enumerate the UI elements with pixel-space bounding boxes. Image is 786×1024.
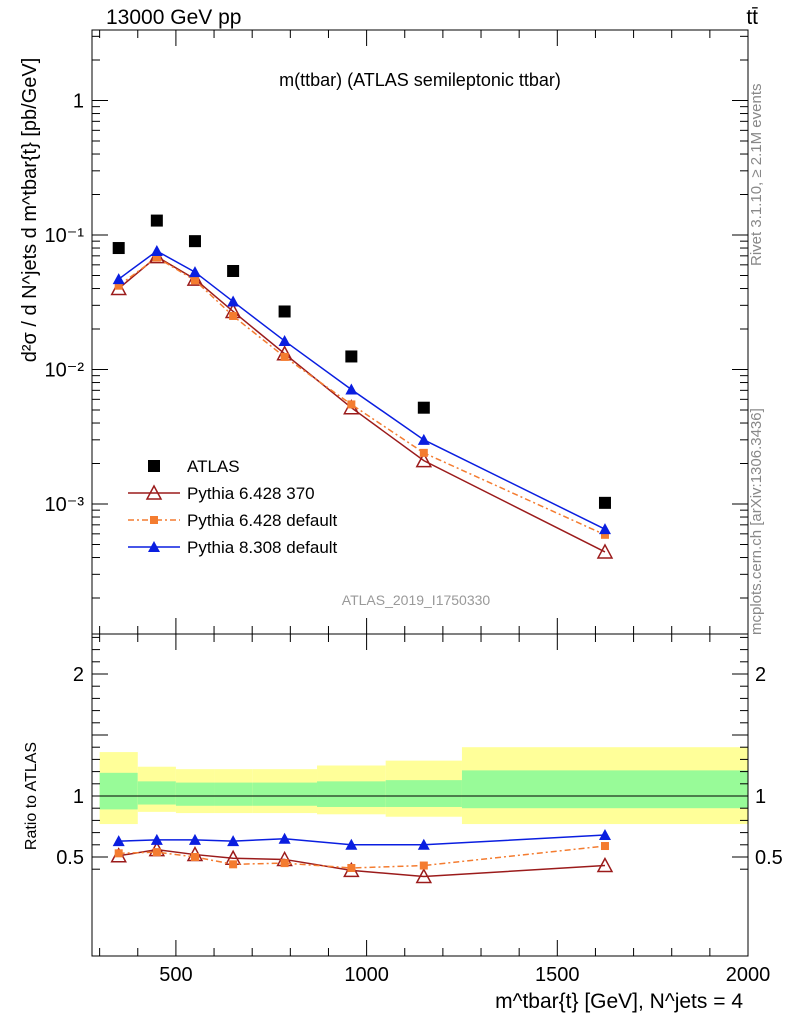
data-point-pythia8-default [345,383,358,395]
x-tick-label: 2000 [726,964,771,986]
data-point-pythia8-default [598,523,611,535]
legend-marker-atlas [148,460,160,472]
data-point-pythia6-default [152,253,161,262]
data-point-atlas [598,496,611,509]
data-point-pythia8-default [188,266,201,278]
ratio-band-inner [175,782,215,806]
x-tick-label: 1000 [344,964,389,986]
ratio-point-pythia6-default [229,860,238,869]
series-line-pythia6-370 [118,255,606,553]
ratio-point-pythia8-default [112,835,125,847]
ratio-y-axis-title: Ratio to ATLAS [23,742,40,850]
legend-label-pythia8-default: Pythia 8.308 default [187,538,338,557]
data-point-pythia8-default [112,273,125,285]
ratio-line-pythia6-370 [118,848,606,878]
series-line-pythia6-default [118,256,606,536]
series-line-pythia8-default [118,250,606,530]
ratio-band-inner [461,770,748,809]
ratio-point-pythia8-default [227,835,240,847]
data-point-pythia8-default [227,295,240,307]
ratio-band-inner [214,782,253,806]
ratio-line-pythia8-default [118,834,606,846]
data-point-pythia6-default [347,400,356,409]
y-tick-label: 1 [73,91,84,113]
ratio-point-pythia6-370 [415,867,433,884]
x-tick-label: 1500 [535,964,580,986]
analysis-watermark: ATLAS_2019_I1750330 [342,592,491,608]
legend-label-pythia6-370: Pythia 6.428 370 [187,484,315,503]
data-point-atlas [345,350,358,363]
ratio-y-tick-label-right: 1 [755,786,766,808]
legend-marker-pythia6-default [150,516,158,524]
ratio-y-tick-label-left: 2 [73,664,84,686]
legend-label-pythia6-default: Pythia 6.428 default [187,511,338,530]
ratio-point-pythia8-default [188,833,201,845]
legend-marker-pythia6-370 [145,484,163,500]
data-point-pythia6-default [419,448,428,457]
data-point-atlas [417,401,430,414]
data-point-pythia6-370 [596,543,614,559]
legend-marker-pythia8-default [148,541,160,552]
lower-plot-frame [91,633,749,957]
data-point-pythia6-default [280,352,289,361]
data-point-pythia8-default [417,433,430,445]
ratio-point-pythia8-default [278,832,291,844]
y-axis-title: d²σ / d N^jets d m^tbar{t} [pb/GeV] [19,58,41,363]
ratio-line-pythia6-default [118,845,606,869]
data-point-atlas [188,235,201,248]
header-process-label: 13000 GeV pp [106,6,242,29]
data-point-atlas [227,264,240,277]
ratio-point-pythia6-default [114,849,123,858]
ratio-y-tick-label-right: 0.5 [755,847,783,869]
y-tick-label: 10⁻¹ [45,225,85,247]
ratio-point-pythia6-default [152,848,161,857]
ratio-point-pythia8-default [417,838,430,850]
data-point-pythia8-default [278,334,291,346]
ratio-band-inner [137,781,176,805]
ratio-point-pythia8-default [345,838,358,850]
ratio-point-pythia8-default [150,833,163,845]
ratio-point-pythia6-default [600,842,609,851]
ratio-y-tick-label-left: 0.5 [56,847,84,869]
header-ttbar-label: tt̄ [746,6,758,29]
data-point-pythia6-default [600,530,609,539]
ratio-point-pythia6-default [190,853,199,861]
data-point-atlas [150,214,163,227]
ratio-y-tick-label-right: 2 [755,664,766,686]
data-point-atlas [112,242,125,255]
ratio-band-inner [317,781,386,807]
x-axis-title: m^tbar{t} [GeV], N^jets = 4 [495,990,743,1013]
legend-label-atlas: ATLAS [187,457,240,476]
ratio-y-tick-label-left: 1 [73,786,84,808]
plot-title: m(ttbar) (ATLAS semileptonic ttbar) [279,70,561,90]
ratio-band-inner [99,772,138,810]
data-point-pythia8-default [150,245,163,257]
y-tick-label: 10⁻² [45,360,85,382]
ratio-point-pythia6-default [347,863,356,872]
data-point-pythia6-default [229,311,238,320]
data-point-pythia6-default [190,276,199,285]
ratio-point-pythia6-370 [596,856,614,873]
data-point-atlas [278,305,291,318]
data-point-pythia6-default [114,281,123,290]
ratio-point-pythia6-default [419,861,428,870]
ratio-band-inner [252,782,318,806]
ratio-band-inner [385,780,462,807]
x-tick-label: 500 [159,964,192,986]
ratio-point-pythia6-default [280,859,289,868]
ratio-point-pythia8-default [598,829,611,841]
data-point-pythia6-370 [415,452,433,468]
y-tick-label: 10⁻³ [45,494,85,516]
